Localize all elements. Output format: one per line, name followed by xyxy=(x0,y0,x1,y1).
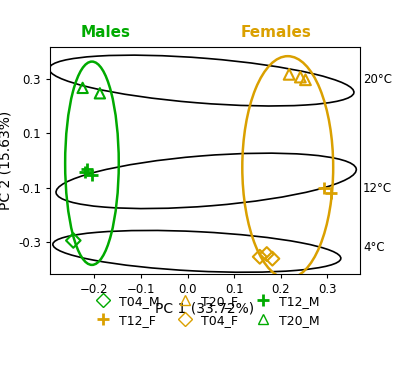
Point xyxy=(82,169,88,175)
Point xyxy=(302,77,309,83)
Point xyxy=(328,189,334,196)
Point xyxy=(269,256,276,262)
Point xyxy=(321,184,327,191)
Point xyxy=(256,254,263,260)
Point xyxy=(297,74,304,80)
Point xyxy=(89,172,95,179)
Y-axis label: PC 2 (15.63%): PC 2 (15.63%) xyxy=(0,111,12,210)
Point xyxy=(80,85,86,91)
Point xyxy=(286,71,292,77)
Text: 4°C: 4°C xyxy=(363,241,385,254)
Text: Males: Males xyxy=(81,25,131,40)
Point xyxy=(70,237,76,244)
Point xyxy=(264,251,270,257)
X-axis label: PC 1 (33.72%): PC 1 (33.72%) xyxy=(156,302,254,316)
Point xyxy=(97,90,103,96)
Text: 20°C: 20°C xyxy=(363,73,392,86)
Point xyxy=(84,166,90,172)
Legend: T04_M, T12_F, T20_F, T04_F, T12_M, T20_M: T04_M, T12_F, T20_F, T04_F, T12_M, T20_M xyxy=(85,289,325,332)
Text: Females: Females xyxy=(241,25,312,40)
Text: 12°C: 12°C xyxy=(363,182,392,196)
